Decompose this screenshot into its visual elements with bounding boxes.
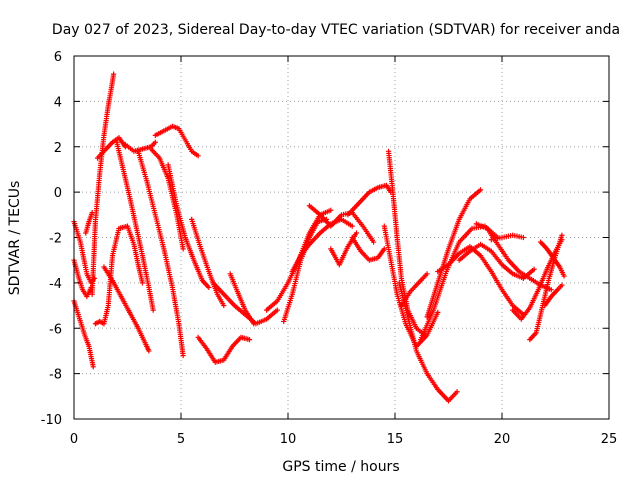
series-arc-32 (435, 243, 526, 318)
series-arc-18 (227, 271, 257, 327)
series-arc-12 (152, 123, 201, 159)
data-point (139, 280, 146, 286)
series-arc-08 (101, 264, 152, 354)
series-arc-06 (94, 135, 128, 161)
series-arc-23 (328, 230, 360, 268)
data-point (246, 336, 253, 343)
y-tick-label: 6 (54, 50, 62, 65)
data-point (152, 139, 158, 145)
data-point (90, 364, 96, 370)
x-tick-label: 20 (494, 432, 511, 447)
series-arc-13 (148, 146, 186, 252)
data-point (328, 207, 334, 213)
data-point (251, 321, 257, 327)
data-point (454, 389, 460, 395)
data-point (110, 71, 117, 77)
series-arc-07 (92, 223, 146, 327)
series-arc-10 (122, 139, 158, 154)
series-arc-25 (349, 234, 387, 263)
y-tick-label: 4 (54, 95, 62, 110)
series-arc-15 (189, 216, 227, 309)
series-arc-24 (345, 182, 394, 218)
series-arc-04 (83, 209, 95, 236)
series-arc-29 (398, 271, 430, 309)
y-tick-label: 0 (54, 186, 62, 201)
data-point (548, 287, 554, 293)
series-arc-34 (473, 221, 554, 293)
x-axis-label: GPS time / hours (282, 459, 399, 475)
x-tick-label: 0 (70, 432, 78, 447)
axis-ticks: 0 5 10 15 20 25 -10 -8 -6 -4 -2 0 2 4 6 (41, 50, 618, 447)
y-tick-label: 2 (54, 141, 62, 156)
series-arc-02 (71, 257, 94, 300)
series-arc-14 (165, 162, 212, 291)
y-tick-label: -2 (49, 232, 62, 247)
series-arc-37 (527, 232, 565, 343)
data-point (424, 271, 430, 277)
y-axis-label: SDTVAR / TECUs (7, 181, 23, 296)
x-tick-label: 25 (601, 432, 618, 447)
data-point (371, 239, 377, 245)
data-point (559, 232, 565, 238)
data-point (381, 246, 387, 252)
data-point (180, 352, 186, 359)
x-tick-label: 10 (280, 432, 297, 447)
data-point (559, 282, 565, 288)
y-tick-label: -10 (41, 413, 62, 428)
series-arc-28 (396, 280, 460, 404)
data-point (221, 302, 227, 309)
data-point (274, 307, 280, 313)
data-point (561, 273, 567, 279)
y-tick-label: -4 (49, 277, 62, 292)
grid-lines (74, 56, 609, 419)
data-point (478, 187, 484, 193)
series-arc-03 (71, 298, 96, 370)
data-point (150, 307, 156, 313)
series-arc-16 (195, 334, 253, 365)
data-point (435, 309, 441, 315)
chart-title: Day 027 of 2023, Sidereal Day-to-day VTE… (52, 22, 620, 38)
y-tick-label: -8 (49, 368, 62, 383)
data-point (146, 348, 152, 354)
data-point (520, 234, 526, 241)
data-point (195, 153, 201, 159)
x-tick-label: 15 (387, 432, 404, 447)
x-tick-label: 5 (177, 432, 185, 447)
series-arc-35 (488, 232, 526, 243)
series-arc-01 (71, 219, 97, 286)
data-point (180, 246, 186, 252)
series-arc-09 (114, 139, 156, 313)
series-arc-31 (418, 223, 501, 343)
series-arc-05 (89, 71, 117, 297)
data-point (349, 223, 355, 229)
plot-frame (73, 55, 610, 420)
data-point (353, 230, 360, 236)
data-points (71, 71, 567, 404)
series-arc-38 (537, 239, 567, 279)
y-tick-label: -6 (49, 322, 62, 337)
series-arc-39 (542, 282, 565, 309)
data-point (206, 284, 212, 291)
series-arc-11 (135, 148, 186, 359)
data-point (531, 266, 537, 272)
